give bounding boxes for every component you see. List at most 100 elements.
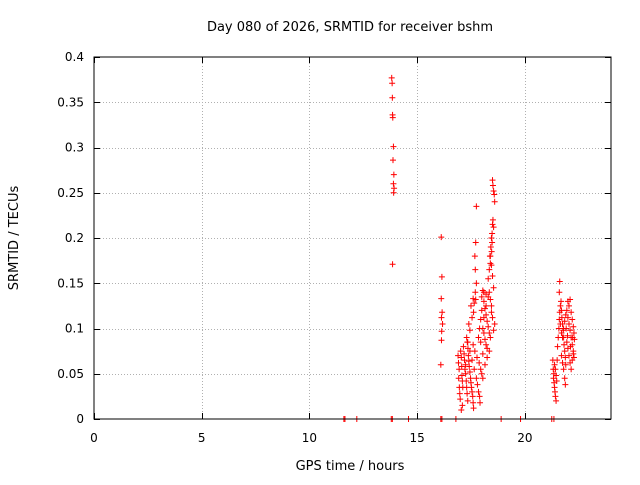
- data-point: [488, 302, 495, 309]
- data-point: [479, 325, 486, 332]
- data-point: [472, 289, 479, 296]
- data-point: [472, 239, 479, 246]
- data-point: [558, 352, 565, 359]
- data-point: [568, 309, 575, 316]
- data-point: [569, 357, 576, 364]
- y-tick-label: 0.35: [57, 95, 84, 109]
- data-point: [490, 224, 497, 231]
- data-point: [469, 314, 476, 321]
- y-tick-label: 0: [76, 412, 84, 426]
- data-point: [559, 359, 566, 366]
- data-point: [461, 350, 468, 357]
- data-point: [484, 318, 491, 325]
- data-point: [466, 363, 473, 370]
- data-point: [470, 341, 477, 348]
- data-point: [456, 366, 463, 373]
- data-point: [461, 366, 468, 373]
- data-point: [389, 261, 396, 268]
- data-point: [462, 370, 469, 377]
- data-point: [557, 302, 564, 309]
- data-point: [479, 375, 486, 382]
- data-point: [463, 377, 470, 384]
- data-point: [437, 361, 444, 368]
- data-point: [465, 320, 472, 327]
- data-point: [455, 375, 462, 382]
- data-point: [480, 314, 487, 321]
- data-point: [466, 327, 473, 334]
- data-point: [569, 316, 576, 323]
- data-point: [390, 143, 397, 150]
- y-axis-label: SRMTID / TECUs: [7, 186, 22, 291]
- data-point: [471, 300, 478, 307]
- data-point: [489, 273, 496, 280]
- data-point: [459, 402, 466, 409]
- x-tick-label: 5: [198, 431, 206, 445]
- data-point: [470, 399, 477, 406]
- plot-frame: [93, 56, 612, 420]
- data-point: [389, 80, 396, 87]
- data-point: [464, 339, 471, 346]
- data-point: [490, 284, 497, 291]
- data-point: [558, 330, 565, 337]
- data-point: [477, 316, 484, 323]
- data-point: [565, 302, 572, 309]
- y-tick-label: 0.05: [57, 367, 84, 381]
- data-point: [468, 384, 475, 391]
- data-point: [475, 334, 482, 341]
- data-point: [471, 366, 478, 373]
- data-point: [463, 334, 470, 341]
- data-point: [565, 352, 572, 359]
- data-point: [471, 348, 478, 355]
- data-point: [470, 405, 477, 412]
- data-point: [466, 368, 473, 375]
- data-point: [553, 397, 560, 404]
- data-point: [558, 298, 565, 305]
- data-point: [556, 278, 563, 285]
- data-point: [486, 330, 493, 337]
- data-point: [561, 375, 568, 382]
- data-point: [478, 293, 485, 300]
- data-point: [563, 307, 570, 314]
- data-point: [488, 309, 495, 316]
- data-point: [488, 262, 495, 269]
- data-point: [486, 266, 493, 273]
- data-point: [390, 189, 397, 196]
- data-point: [458, 363, 465, 370]
- data-point: [561, 348, 568, 355]
- data-point: [490, 327, 497, 334]
- tick-label-layer: 0 5 10 15 20 0 0.05 0.1 0.15 0.2 0.25 0.3 0.35 0.4: [57, 50, 532, 445]
- data-point: [473, 375, 480, 382]
- x-tick-label: 10: [302, 431, 317, 445]
- data-point: [461, 357, 468, 364]
- data-point: [551, 361, 558, 368]
- data-point: [477, 399, 484, 406]
- data-point: [559, 334, 566, 341]
- data-point: [467, 302, 474, 309]
- data-point: [389, 114, 396, 121]
- data-point: [465, 358, 472, 365]
- data-point: [480, 330, 487, 337]
- data-point: [481, 305, 488, 312]
- data-point: [487, 296, 494, 303]
- data-point: [565, 320, 572, 327]
- x-tick-label: 15: [409, 431, 424, 445]
- data-point: [472, 296, 479, 303]
- data-point: [478, 370, 485, 377]
- data-point: [486, 289, 493, 296]
- data-point: [438, 328, 445, 335]
- data-point: [490, 187, 497, 194]
- x-axis-label: GPS time / hours: [296, 459, 405, 474]
- data-point: [487, 253, 494, 260]
- data-point: [472, 266, 479, 273]
- data-point: [438, 273, 445, 280]
- data-point: [562, 381, 569, 388]
- data-point: [473, 203, 480, 210]
- data-point: [491, 320, 498, 327]
- data-point: [457, 396, 464, 403]
- data-point: [458, 372, 465, 379]
- data-point: [491, 198, 498, 205]
- data-point: [469, 388, 476, 395]
- data-point: [489, 182, 496, 189]
- data-point: [439, 320, 446, 327]
